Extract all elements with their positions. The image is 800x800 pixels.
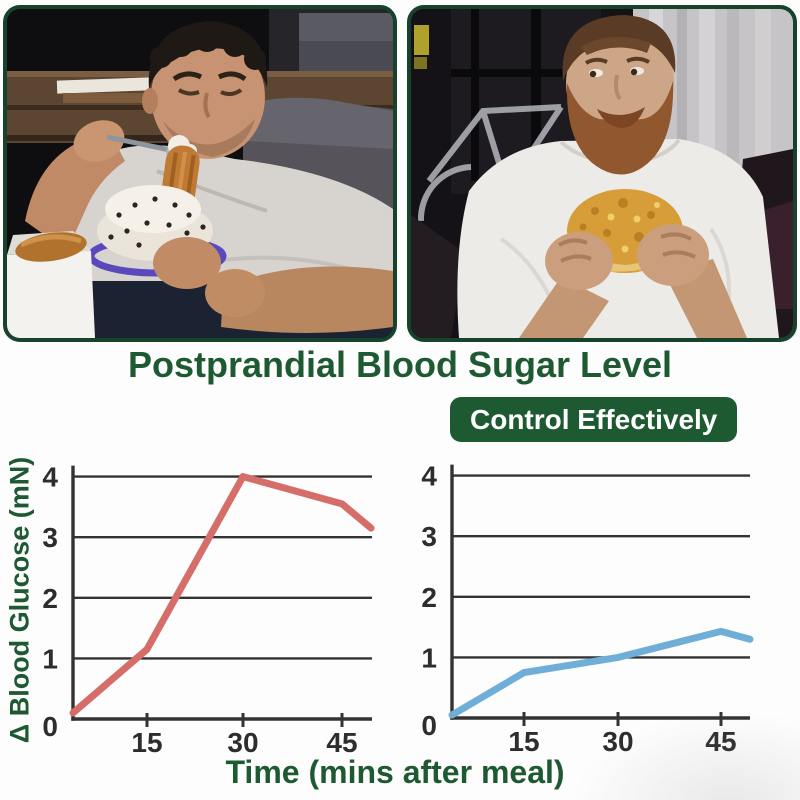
- x-axis-label: Time (mins after meal): [225, 754, 565, 790]
- hand-holding-churro: [153, 237, 221, 289]
- page-title: Postprandial Blood Sugar Level: [127, 344, 673, 385]
- photo-left-man-eating-dessert: [7, 9, 393, 338]
- y-tick-label-0-right: 0: [421, 710, 437, 741]
- eyebrow: [584, 57, 608, 65]
- window: [269, 9, 393, 99]
- y-tick-label-1-right: 1: [421, 642, 437, 673]
- blood-glucose-charts: 15 30 45 0 1 2 3 4 15 30 45 0 1 2 3 4: [42, 461, 754, 758]
- series-line-controlled-blood-sugar: [448, 627, 754, 719]
- resting-forearm: [205, 266, 393, 333]
- closed-eyes: [177, 88, 200, 96]
- y-tick-label-3-left: 3: [42, 522, 58, 553]
- dark-sofa-left: [411, 215, 465, 338]
- x-tick-label-15-left: 15: [131, 727, 162, 758]
- control-effectively-badge: Control Effectively: [450, 397, 738, 442]
- x-tick-label-30-right: 30: [602, 726, 633, 757]
- series-line-uncontrolled-blood-sugar: [69, 473, 375, 717]
- photo-left-frame: [3, 5, 397, 342]
- stubble: [163, 119, 255, 157]
- y-tick-label-2-right: 2: [421, 582, 437, 613]
- photo-right-frame: [407, 5, 797, 342]
- furrowed-brow: [172, 71, 203, 82]
- photo-right-man-eating-burger: [411, 9, 793, 338]
- yellow-object: [414, 25, 429, 55]
- y-tick-label-4-right: 4: [421, 461, 437, 492]
- x-tick-label-45-right: 45: [705, 726, 736, 757]
- y-tick-label-1-left: 1: [42, 643, 58, 674]
- y-tick-label-0-left: 0: [42, 711, 58, 742]
- hands-holding-burger: [519, 224, 747, 338]
- y-tick-label-2-left: 2: [42, 583, 58, 614]
- eye: [589, 70, 597, 78]
- mustache: [597, 107, 645, 128]
- x-tick-label-15-right: 15: [508, 726, 539, 757]
- takeout-box-with-donut: [7, 231, 95, 338]
- brown-hair: [562, 15, 676, 81]
- y-tick-label-4-left: 4: [42, 462, 58, 493]
- x-tick-label-45-left: 45: [326, 727, 357, 758]
- y-tick-label-3-right: 3: [421, 521, 437, 552]
- x-tick-label-30-left: 30: [227, 727, 258, 758]
